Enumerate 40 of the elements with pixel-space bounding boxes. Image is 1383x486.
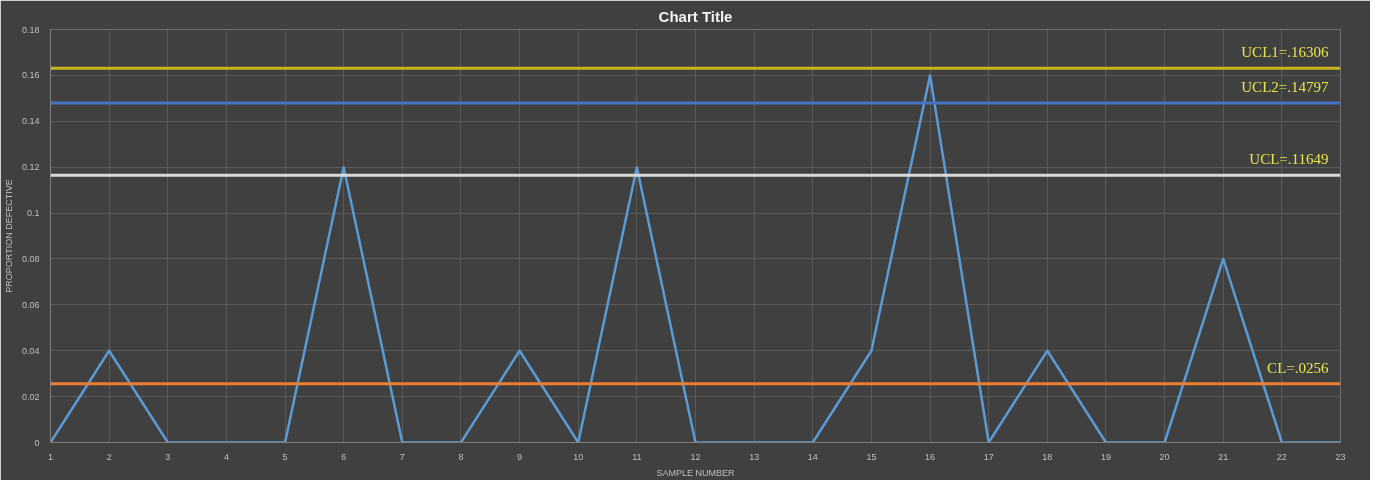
x-tick-label: 16 — [925, 451, 936, 462]
x-tick-label: 17 — [983, 451, 994, 462]
y-tick-label: 0.02 — [21, 391, 40, 402]
x-tick-label: 6 — [341, 451, 347, 462]
x-axis-title: SAMPLE NUMBER — [656, 467, 736, 478]
chart-title: Chart Title — [658, 7, 733, 25]
x-tick-label: 7 — [399, 451, 405, 462]
x-tick-label: 3 — [165, 451, 171, 462]
y-tick-label: 0.04 — [21, 345, 40, 356]
ref-line-label: UCL=.11649 — [1249, 151, 1329, 168]
x-tick-label: 8 — [458, 451, 464, 462]
x-tick-label: 2 — [106, 451, 112, 462]
y-axis-title: PROPORTION DEFECTIVE — [3, 179, 14, 293]
x-tick-label: 22 — [1276, 451, 1287, 462]
y-tick-label: 0.08 — [21, 253, 40, 264]
x-tick-label: 11 — [632, 451, 642, 462]
x-tick-label: 13 — [749, 451, 760, 462]
x-tick-label: 21 — [1218, 451, 1229, 462]
y-tick-label: 0.1 — [26, 208, 40, 219]
y-tick-label: 0.12 — [21, 162, 40, 173]
x-tick-label: 4 — [223, 451, 229, 462]
x-tick-label: 12 — [690, 451, 701, 462]
x-tick-label: 5 — [282, 451, 288, 462]
x-tick-label: 18 — [1042, 451, 1053, 462]
x-tick-label: 1 — [48, 451, 54, 462]
x-tick-label: 20 — [1159, 451, 1170, 462]
y-tick-label: 0.16 — [21, 70, 40, 81]
y-tick-label: 0 — [34, 437, 40, 448]
x-tick-label: 14 — [807, 451, 818, 462]
x-tick-label: 9 — [517, 451, 523, 462]
x-tick-label: 10 — [573, 451, 584, 462]
y-tick-label: 0.14 — [21, 116, 40, 127]
x-tick-label: 19 — [1100, 451, 1111, 462]
ref-line-label: UCL1=.16306 — [1241, 44, 1329, 61]
y-tick-label: 0.06 — [21, 299, 40, 310]
x-tick-label: 23 — [1335, 451, 1346, 462]
x-tick-label: 15 — [866, 451, 877, 462]
y-tick-label: 0.18 — [21, 24, 40, 35]
ref-line-label: UCL2=.14797 — [1241, 78, 1329, 95]
ref-line-label: CL=.0256 — [1267, 359, 1329, 376]
